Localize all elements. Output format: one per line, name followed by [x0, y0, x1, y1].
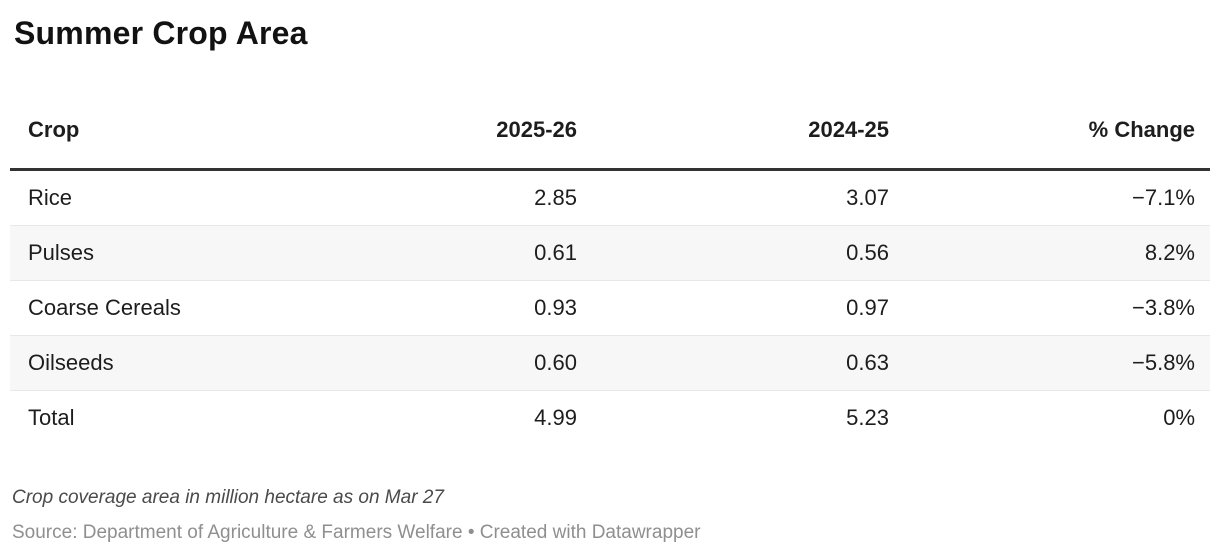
value-cell: 2.85	[534, 185, 577, 211]
column-header-2025-26: 2025-26	[286, 102, 592, 172]
value-cell: 3.07	[846, 185, 889, 211]
column-header-pct-change: % Change	[904, 102, 1210, 172]
crop-name-cell: Coarse Cereals	[10, 280, 286, 336]
value-cell: 0.56	[592, 225, 904, 281]
value-cell: 0.60	[286, 335, 592, 391]
value-cell: −5.8%	[904, 335, 1210, 391]
table-row: Total 4.99 5.23 0%	[10, 390, 1210, 446]
table-row: Pulses 0.61 0.56 8.2%	[10, 225, 1210, 281]
value-cell: 0.93	[286, 280, 592, 336]
source-line: Source: Department of Agriculture & Farm…	[12, 522, 701, 544]
value-cell: 5.23	[592, 390, 904, 446]
column-header-crop: Crop	[10, 102, 286, 172]
page-title: Summer Crop Area	[14, 15, 308, 51]
crop-name-cell: Total	[10, 390, 286, 446]
table-footnote: Crop coverage area in million hectare as…	[12, 487, 444, 509]
value-cell: −3.8%	[904, 280, 1210, 336]
value-cell: 0%	[904, 390, 1210, 446]
value-cell: 0.63	[592, 335, 904, 391]
crop-name-cell: Oilseeds	[10, 335, 286, 391]
table-body: Rice 2.85 3.07 −7.1% Pulses 0.61 0.56 8.2% Coars…	[10, 170, 1210, 446]
crop-name-cell: Rice	[28, 185, 73, 211]
table-header-row: Crop 2025-26 2024-25 % Change	[10, 102, 1210, 172]
crop-area-table: Crop 2025-26 2024-25 % Change Rice 2.85 3.…	[10, 102, 1210, 446]
column-header-2024-25: 2024-25	[592, 102, 904, 172]
table-row: Oilseeds 0.60 0.63 −5.8%	[10, 335, 1210, 391]
value-cell: 8.2%	[904, 225, 1210, 281]
value-cell: 4.99	[286, 390, 592, 446]
value-cell: 0.61	[286, 225, 592, 281]
table-row: Rice 2.85 3.07 −7.1%	[10, 170, 1210, 226]
value-cell: −7.1%	[1132, 185, 1195, 211]
crop-name-cell: Pulses	[10, 225, 286, 281]
value-cell: 0.97	[592, 280, 904, 336]
table-row: Coarse Cereals 0.93 0.97 −3.8%	[10, 280, 1210, 336]
